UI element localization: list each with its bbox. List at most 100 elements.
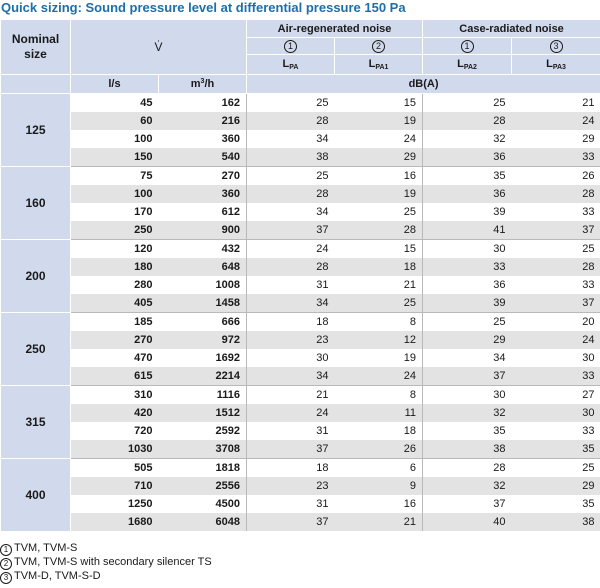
cell-lpa2: 29 (422, 331, 512, 349)
table-row: 100 360 34 24 32 29 (1, 130, 600, 148)
cell-lpa3: 30 (511, 349, 600, 367)
header-marker-1: 1 (246, 37, 336, 55)
table-row: 400 505 1818 18 6 28 25 (0, 458, 600, 532)
cell-lpa1: 8 (334, 312, 424, 331)
cell-lpa: 28 (246, 185, 335, 203)
nominal-size-cell: 125 (0, 93, 71, 167)
table-row: 250 900 37 28 41 37 (1, 221, 600, 240)
table-row: 470 1692 30 19 34 30 (1, 349, 600, 367)
cell-flow-m3h: 4500 (158, 495, 248, 513)
cell-lpa3: 27 (511, 385, 600, 404)
cell-flow-m3h: 162 (158, 93, 248, 112)
cell-lpa: 23 (246, 331, 335, 349)
cell-lpa3: 26 (511, 166, 600, 185)
cell-flow-m3h: 648 (158, 258, 248, 276)
cell-lpa: 34 (246, 367, 335, 386)
cell-lpa1: 24 (334, 367, 424, 386)
circled-2-icon: 2 (0, 558, 12, 570)
cell-lpa1: 21 (334, 513, 424, 531)
nominal-size-cell: 315 (0, 385, 71, 459)
cell-lpa3: 29 (511, 130, 600, 148)
footnote-1: 1 TVM, TVM-S (0, 541, 212, 556)
cell-lpa1: 21 (334, 276, 424, 294)
cell-lpa2: 40 (422, 513, 512, 531)
cell-flow-m3h: 1512 (158, 404, 248, 422)
cell-lpa: 28 (246, 112, 335, 130)
cell-lpa1: 25 (334, 294, 424, 313)
sound-level-table: Nominal size V̇ Air-regenerated noise Ca… (0, 19, 600, 532)
cell-lpa1: 11 (334, 404, 424, 422)
cell-lpa2: 38 (422, 440, 512, 459)
cell-lpa3: 28 (511, 258, 600, 276)
cell-lpa3: 37 (511, 294, 600, 313)
table-row: 60 216 28 19 28 24 (1, 112, 600, 130)
nominal-size-cell: 200 (0, 239, 71, 313)
cell-flow-m3h: 1116 (158, 385, 248, 404)
cell-lpa3: 33 (511, 367, 600, 386)
table-row: 200 120 432 24 15 30 25 (0, 239, 600, 313)
cell-lpa: 37 (246, 221, 335, 240)
cell-lpa1: 26 (334, 440, 424, 459)
cell-lpa: 31 (246, 495, 335, 513)
header-marker-2: 2 (334, 37, 424, 55)
cell-lpa1: 19 (334, 349, 424, 367)
circled-3-icon: 3 (0, 572, 12, 584)
header-unit-ls: l/s (70, 74, 159, 94)
cell-lpa1: 28 (334, 221, 424, 240)
cell-lpa2: 30 (422, 239, 512, 258)
cell-lpa2: 32 (422, 130, 512, 148)
cell-lpa3: 33 (511, 422, 600, 440)
table-row: 1030 3708 37 26 38 35 (1, 440, 600, 459)
cell-flow-ls: 505 (70, 458, 159, 477)
cell-flow-ls: 60 (70, 112, 159, 130)
cell-flow-ls: 170 (70, 203, 159, 221)
cell-lpa1: 9 (334, 477, 424, 495)
cell-lpa3: 24 (511, 331, 600, 349)
cell-lpa1: 25 (334, 203, 424, 221)
header-unit-m3h: m3/h (157, 74, 248, 94)
table-row: 720 2592 31 18 35 33 (1, 422, 600, 440)
cell-lpa2: 30 (422, 385, 512, 404)
cell-lpa2: 37 (422, 367, 512, 386)
circled-3-icon: 3 (549, 39, 563, 53)
cell-flow-m3h: 1458 (158, 294, 248, 313)
table-row: 160 75 270 25 16 35 26 (0, 166, 600, 240)
cell-flow-ls: 1250 (70, 495, 159, 513)
header-marker-3: 3 (511, 37, 600, 55)
cell-lpa: 34 (246, 203, 335, 221)
cell-lpa: 18 (246, 312, 335, 331)
table-row: 250 185 666 18 8 25 20 (0, 312, 600, 386)
cell-flow-m3h: 216 (158, 112, 248, 130)
header-air-regenerated: Air-regenerated noise (246, 19, 424, 38)
cell-flow-m3h: 6048 (158, 513, 248, 531)
table-row: 170 612 34 25 39 33 (1, 203, 600, 221)
table-body: 125 45 162 25 15 25 21 60 216 28 19 28 24 100 360 34 24 3… (0, 93, 600, 532)
table-row: 270 972 23 12 29 24 (1, 331, 600, 349)
cell-lpa3: 20 (511, 312, 600, 331)
cell-lpa1: 19 (334, 112, 424, 130)
cell-lpa3: 35 (511, 440, 600, 459)
cell-lpa: 34 (246, 294, 335, 313)
cell-flow-ls: 615 (70, 367, 159, 386)
cell-lpa1: 24 (334, 130, 424, 148)
cell-lpa3: 37 (511, 221, 600, 240)
cell-lpa: 21 (246, 385, 335, 404)
cell-lpa1: 6 (334, 458, 424, 477)
cell-flow-m3h: 432 (158, 239, 248, 258)
cell-flow-m3h: 270 (158, 166, 248, 185)
cell-flow-ls: 1030 (70, 440, 159, 459)
table-row: 615 2214 34 24 37 33 (1, 367, 600, 386)
cell-flow-ls: 310 (70, 385, 159, 404)
cell-flow-m3h: 2592 (158, 422, 248, 440)
header-marker-1b: 1 (422, 37, 513, 55)
cell-lpa3: 38 (511, 513, 600, 531)
cell-lpa1: 8 (334, 385, 424, 404)
cell-flow-ls: 185 (70, 312, 159, 331)
circled-1-icon: 1 (284, 39, 298, 53)
cell-flow-ls: 280 (70, 276, 159, 294)
header-blank (0, 74, 71, 94)
cell-lpa2: 35 (422, 422, 512, 440)
header-lpa2: LPA2 (422, 54, 513, 75)
table-row: 100 360 28 19 36 28 (1, 185, 600, 203)
footnote-3: 3 TVM-D, TVM-S-D (0, 569, 212, 584)
